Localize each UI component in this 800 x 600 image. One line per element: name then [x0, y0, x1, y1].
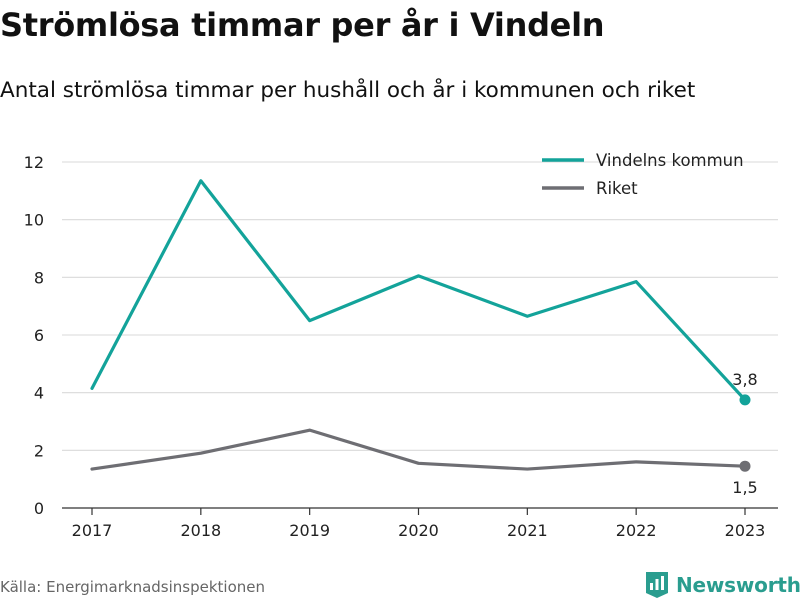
x-tick-label: 2017 [72, 521, 113, 540]
endpoint-marker [739, 394, 751, 406]
series-lines: 3,8 1,5 [90, 179, 758, 497]
series-line-riket [90, 428, 747, 471]
y-tick-label: 2 [34, 441, 44, 460]
y-tick-label: 8 [34, 268, 44, 287]
endpoint-value-label: 3,8 [732, 370, 757, 389]
chart-subtitle: Antal strömlösa timmar per hushåll och å… [0, 78, 696, 103]
y-tick-label: 6 [34, 326, 44, 345]
endpoint-marker [739, 460, 751, 472]
y-tick-label: 0 [34, 499, 44, 518]
y-axis-ticks: 0 2 4 6 8 10 12 [24, 153, 44, 518]
series-line-vindelns-kommun [90, 179, 747, 402]
x-tick-label: 2022 [616, 521, 657, 540]
x-axis-ticks: 2017 2018 2019 2020 2021 2022 2023 [72, 508, 766, 540]
x-tick-label: 2018 [180, 521, 221, 540]
chart-title: Strömlösa timmar per år i Vindeln [0, 6, 605, 44]
bar-chart-flag-icon [646, 572, 668, 598]
source-note: Källa: Energimarknadsinspektionen [0, 578, 266, 596]
legend-label: Riket [596, 179, 638, 198]
y-tick-label: 12 [24, 153, 44, 172]
legend: Vindelns kommun Riket [542, 151, 744, 198]
endpoint-value-label: 1,5 [732, 478, 757, 497]
y-tick-label: 10 [24, 211, 44, 230]
x-tick-label: 2023 [725, 521, 766, 540]
x-tick-label: 2019 [289, 521, 330, 540]
brand-name: Newsworthy [676, 573, 800, 597]
x-tick-label: 2020 [398, 521, 439, 540]
brand-logo[interactable]: Newsworthy [645, 571, 800, 599]
y-tick-label: 4 [34, 384, 44, 403]
legend-label: Vindelns kommun [596, 151, 744, 170]
line-chart: 0 2 4 6 8 10 12 2017 2018 2019 2020 2021 2022 2023 3… [24, 151, 778, 540]
x-tick-label: 2021 [507, 521, 548, 540]
gridlines [62, 161, 778, 509]
